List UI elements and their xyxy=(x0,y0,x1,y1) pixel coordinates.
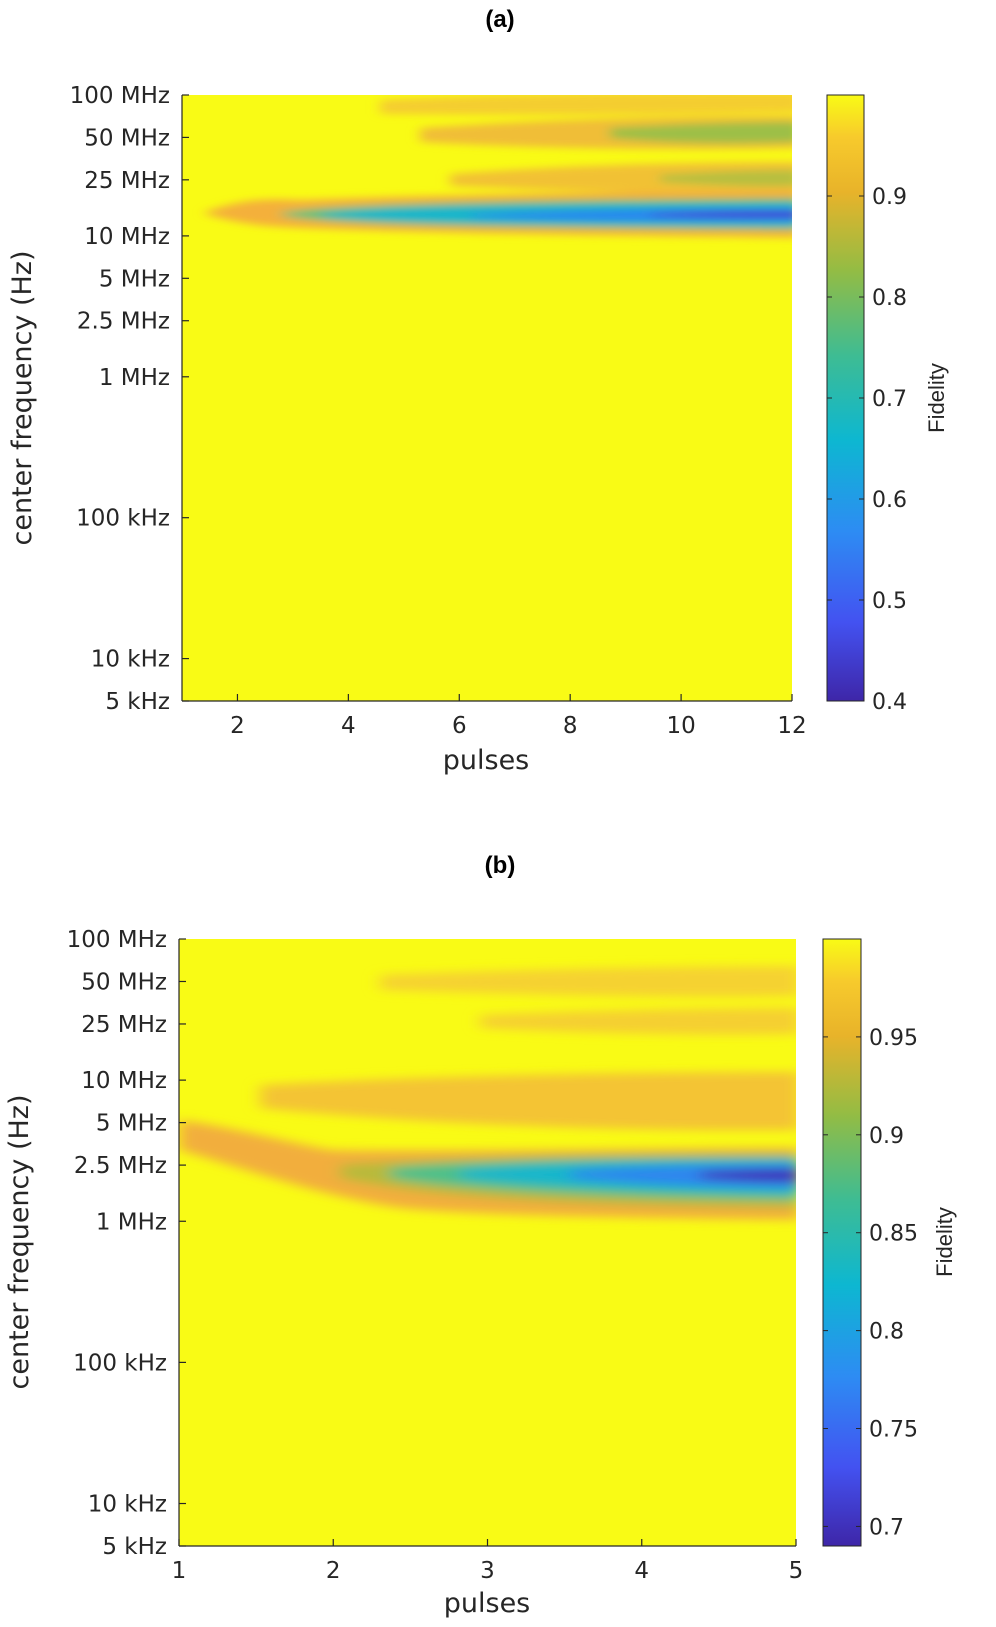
panel-b-x-axis-label: pulses xyxy=(444,1588,531,1619)
panel-a-y-tick-labels: 100 MHz 50 MHz 25 MHz 10 MHz 5 MHz 2.5 MHz 1 M… xyxy=(70,83,189,715)
panel-a-y-tick-label: 100 kHz xyxy=(76,506,170,532)
panel-b-colorbar xyxy=(822,938,862,1547)
panel-a-band-top xyxy=(380,95,792,115)
panel-a-y-tick-label: 5 kHz xyxy=(105,689,170,715)
panel-a-band-25mhz-inner xyxy=(660,170,792,187)
panel-a-title: (a) xyxy=(485,6,514,33)
panel-a-x-tick-label: 8 xyxy=(563,713,578,739)
panel-a-x-tick-label: 10 xyxy=(666,713,695,739)
panel-a-band-25mhz-outer xyxy=(450,162,792,193)
panel-a-x-tick-label: 12 xyxy=(777,713,806,739)
panel-b-y-tick-label: 2.5 MHz xyxy=(74,1153,167,1179)
panel-a-axes-frame xyxy=(181,95,792,702)
panel-a-y-tick-label: 25 MHz xyxy=(84,168,170,194)
panel-b-x-tick-labels: 1 2 3 4 5 xyxy=(172,1539,804,1584)
panel-b-colorbar-tick-label: 0.7 xyxy=(869,1515,904,1540)
panel-b-colorbar-ticks: 0.7 0.75 0.8 0.85 0.9 0.95 xyxy=(823,1026,918,1540)
panel-b-y-tick-label: 100 kHz xyxy=(73,1350,167,1376)
panel-b-y-tick-labels: 100 MHz 50 MHz 25 MHz 10 MHz 5 MHz 2.5 MHz 1 M… xyxy=(67,927,186,1560)
panel-b-y-tick-label: 10 MHz xyxy=(81,1068,167,1094)
panel-b-band-25mhz xyxy=(480,1008,796,1035)
panel-a-band-50mhz-inner xyxy=(610,122,792,144)
panel-b-y-tick-label: 5 MHz xyxy=(96,1111,167,1137)
panel-b-x-tick-label: 2 xyxy=(326,1558,341,1584)
panel-b-x-tick-label: 5 xyxy=(789,1558,804,1584)
panel-b-heatmap-background xyxy=(179,939,796,1546)
panel-a-x-axis-label: pulses xyxy=(443,745,530,776)
panel-b-band-6mhz xyxy=(260,1072,796,1131)
panel-a-y-tick-label: 1 MHz xyxy=(99,365,170,391)
panel-b-y-tick-label: 25 MHz xyxy=(81,1012,167,1038)
panel-b-band-main-blue xyxy=(570,1164,796,1188)
panel-a-colorbar-tick-label: 0.4 xyxy=(872,690,907,715)
panel-b-heatmap xyxy=(179,939,796,1546)
panel-b-colorbar-tick-label: 0.75 xyxy=(869,1418,918,1443)
panel-b-y-tick-label: 100 MHz xyxy=(67,927,167,953)
panel-a-y-tick-label: 5 MHz xyxy=(99,266,170,292)
panel-a-band-main-deep xyxy=(650,211,792,218)
panel-b-colorbar-label: Fidelity xyxy=(932,1207,957,1277)
panel-a-y-axis-label: center frequency (Hz) xyxy=(7,251,38,546)
panel-b-y-tick-label: 5 kHz xyxy=(102,1534,167,1560)
panel-a-colorbar-ticks: 0.4 0.5 0.6 0.7 0.8 0.9 xyxy=(827,185,907,715)
panel-b-colorbar-tick-label: 0.9 xyxy=(869,1124,904,1149)
panel-a-band-main-blue xyxy=(470,208,792,222)
panel-b-y-tick-label: 1 MHz xyxy=(96,1209,167,1235)
panel-b-x-tick-label: 4 xyxy=(634,1558,649,1584)
panel-a-heatmap xyxy=(182,95,792,701)
panel-a-y-tick-label: 100 MHz xyxy=(70,83,170,109)
panel-a-colorbar-label: Fidelity xyxy=(924,363,949,433)
panel-a-colorbar-tick-label: 0.8 xyxy=(872,286,907,311)
panel-a-x-tick-label: 4 xyxy=(341,713,356,739)
panel-b-y-tick-label: 10 kHz xyxy=(88,1492,167,1518)
panel-a-x-tick-labels: 2 4 6 8 10 12 xyxy=(230,694,807,739)
panel-a-y-tick-label: 2.5 MHz xyxy=(77,309,170,335)
panel-b-y-axis-label: center frequency (Hz) xyxy=(4,1095,35,1390)
panel-a-x-tick-label: 2 xyxy=(230,713,245,739)
panel-a-y-tick-label: 10 kHz xyxy=(91,647,170,673)
panel-b-band-main-deep xyxy=(700,1169,796,1182)
panel-b-y-tick-label: 50 MHz xyxy=(81,969,167,995)
panel-a-colorbar-tick-label: 0.7 xyxy=(872,387,907,412)
panel-a: (a) 100 xyxy=(7,6,949,776)
panel-b-title: (b) xyxy=(485,852,516,879)
panel-a-colorbar-tick-label: 0.6 xyxy=(872,488,907,513)
panel-a-y-tick-label: 10 MHz xyxy=(84,224,170,250)
panel-a-y-tick-label: 50 MHz xyxy=(84,125,170,151)
panel-a-x-tick-label: 6 xyxy=(452,713,467,739)
panel-a-colorbar-tick-label: 0.5 xyxy=(872,589,907,614)
panel-b-band-50mhz xyxy=(380,966,796,997)
panel-b-x-tick-label: 3 xyxy=(480,1558,495,1584)
panel-a-colorbar xyxy=(826,94,865,702)
panel-b-colorbar-tick-label: 0.85 xyxy=(869,1222,918,1247)
panel-b-x-tick-label: 1 xyxy=(172,1558,187,1584)
panel-b-colorbar-tick-label: 0.95 xyxy=(869,1026,918,1051)
panel-a-colorbar-tick-label: 0.9 xyxy=(872,185,907,210)
panel-b-colorbar-tick-label: 0.8 xyxy=(869,1320,904,1345)
